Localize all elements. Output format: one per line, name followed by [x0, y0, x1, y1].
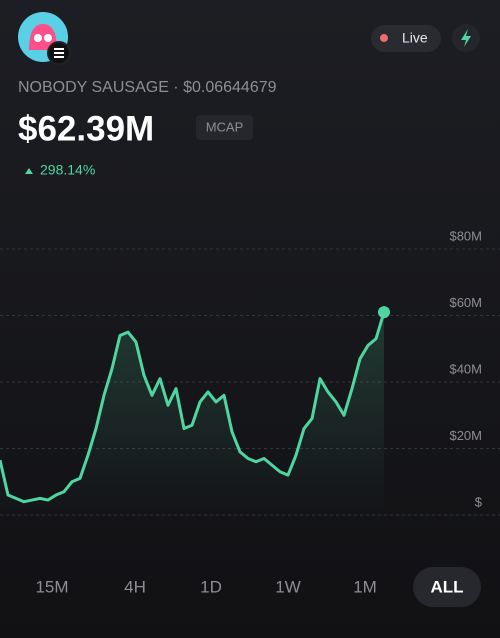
y-tick-label: $60M	[449, 295, 482, 310]
mcap-value: $62.39M	[18, 109, 154, 148]
live-label: Live	[402, 30, 428, 46]
area	[0, 312, 384, 515]
up-arrow	[25, 168, 33, 174]
live-pill[interactable]	[371, 25, 441, 52]
change: 298.14%	[40, 162, 95, 178]
live-dot	[380, 34, 388, 42]
mcap-tag-bg	[196, 115, 253, 140]
y-tick-label: $40M	[449, 361, 482, 376]
token-line: NOBODY SAUSAGE · $0.06644679	[18, 79, 277, 96]
range-tab[interactable]: 1D	[200, 577, 222, 596]
bolt-icon	[461, 29, 471, 47]
range-tab[interactable]: 1W	[275, 577, 301, 596]
price-line	[0, 311, 386, 504]
avatar	[18, 12, 71, 65]
selected-tab-bg	[413, 567, 481, 607]
y-tick-label: $	[475, 494, 483, 509]
mcap-tag: MCAP	[206, 119, 244, 134]
last-point	[378, 306, 390, 319]
range-tab[interactable]: ALL	[430, 577, 463, 596]
range-tab[interactable]: 4H	[124, 577, 146, 596]
chart: $ $20M $40M $60M $80M	[0, 228, 500, 516]
y-tick-label: $20M	[449, 428, 482, 443]
y-tick-label: $80M	[449, 228, 482, 243]
range-tabs: 15M 4H 1D 1W 1M ALL	[35, 567, 481, 607]
range-tab[interactable]: 1M	[353, 577, 377, 596]
range-tab[interactable]: 15M	[35, 577, 68, 596]
